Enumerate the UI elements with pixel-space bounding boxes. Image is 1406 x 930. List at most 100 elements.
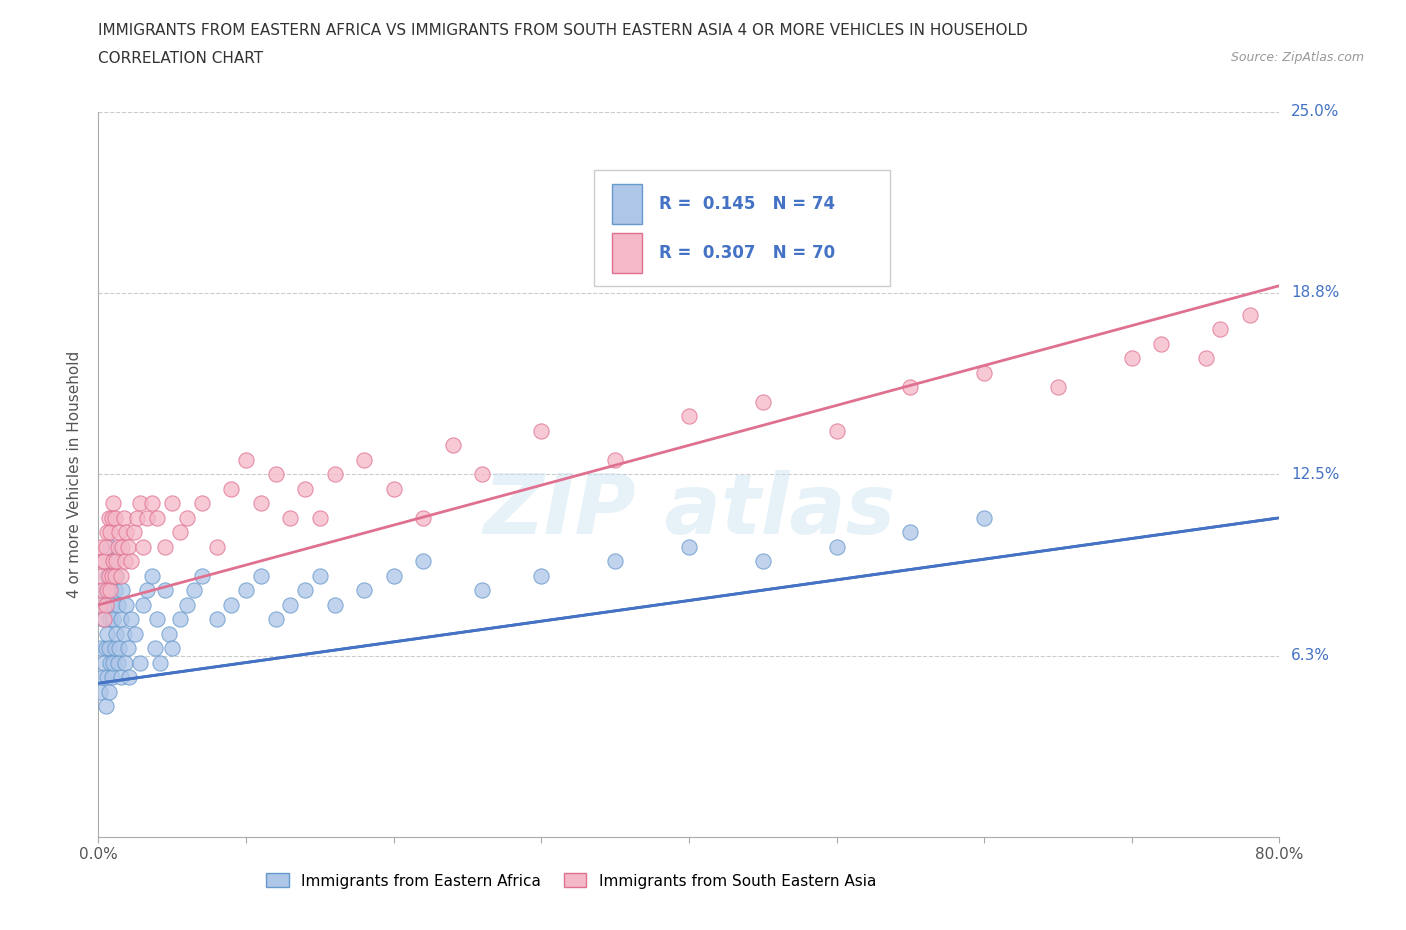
Point xyxy=(111,583,134,598)
Point xyxy=(183,583,205,598)
Point xyxy=(162,496,183,511)
Point xyxy=(191,568,214,583)
Point xyxy=(353,452,375,467)
Point xyxy=(169,525,191,539)
Point xyxy=(91,670,114,684)
Point xyxy=(382,482,405,497)
Point xyxy=(110,612,132,627)
Point xyxy=(104,583,127,598)
Point xyxy=(294,482,316,497)
Point xyxy=(132,539,155,554)
Point xyxy=(100,511,122,525)
Point xyxy=(103,554,125,569)
Text: CORRELATION CHART: CORRELATION CHART xyxy=(98,51,263,66)
Point xyxy=(104,641,127,656)
Point xyxy=(107,539,129,554)
Point xyxy=(97,684,120,699)
Point xyxy=(108,641,131,656)
Point xyxy=(176,511,198,525)
Point xyxy=(90,568,112,583)
Point xyxy=(250,496,273,511)
Point xyxy=(153,539,176,554)
Point xyxy=(117,641,139,656)
Point xyxy=(382,568,405,583)
Point xyxy=(605,554,627,569)
Point xyxy=(412,511,434,525)
Point xyxy=(120,554,142,569)
Point xyxy=(146,612,169,627)
Point xyxy=(605,452,627,467)
Point xyxy=(471,467,494,482)
Legend: Immigrants from Eastern Africa, Immigrants from South Eastern Asia: Immigrants from Eastern Africa, Immigran… xyxy=(260,868,882,895)
Point xyxy=(114,656,136,671)
Point xyxy=(530,568,553,583)
Point xyxy=(103,496,125,511)
Point xyxy=(900,379,922,394)
Point xyxy=(96,627,118,642)
Point xyxy=(205,539,228,554)
Point xyxy=(91,583,114,598)
Point xyxy=(93,612,115,627)
Point xyxy=(1195,351,1218,365)
Point xyxy=(678,539,700,554)
Point xyxy=(128,656,150,671)
Point xyxy=(124,627,146,642)
Text: R =  0.307   N = 70: R = 0.307 N = 70 xyxy=(659,244,835,262)
Point xyxy=(115,525,138,539)
Point xyxy=(136,511,159,525)
Point xyxy=(98,583,121,598)
Point xyxy=(97,511,120,525)
Point xyxy=(191,496,214,511)
Point xyxy=(205,612,228,627)
Text: IMMIGRANTS FROM EASTERN AFRICA VS IMMIGRANTS FROM SOUTH EASTERN ASIA 4 OR MORE V: IMMIGRANTS FROM EASTERN AFRICA VS IMMIGR… xyxy=(98,23,1028,38)
Point xyxy=(471,583,494,598)
Point xyxy=(90,539,112,554)
Point xyxy=(100,670,122,684)
Point xyxy=(105,568,128,583)
Point xyxy=(1150,337,1173,352)
Point xyxy=(280,511,302,525)
Point xyxy=(280,597,302,612)
Point xyxy=(752,394,775,409)
Point xyxy=(89,597,111,612)
Point xyxy=(162,641,183,656)
Text: ZIP atlas: ZIP atlas xyxy=(482,470,896,551)
Point xyxy=(98,656,121,671)
FancyBboxPatch shape xyxy=(612,184,641,224)
Point xyxy=(1239,307,1261,322)
Point xyxy=(412,554,434,569)
Point xyxy=(98,612,121,627)
Point xyxy=(96,670,118,684)
FancyBboxPatch shape xyxy=(612,232,641,272)
Point xyxy=(104,568,127,583)
Text: 12.5%: 12.5% xyxy=(1291,467,1340,482)
Point xyxy=(112,627,135,642)
Point xyxy=(235,583,257,598)
Point xyxy=(110,670,132,684)
Point xyxy=(143,641,166,656)
Point xyxy=(112,511,135,525)
Point xyxy=(98,525,121,539)
Point xyxy=(176,597,198,612)
Point xyxy=(105,554,128,569)
Point xyxy=(114,554,136,569)
Point xyxy=(323,467,346,482)
Text: 18.8%: 18.8% xyxy=(1291,286,1340,300)
Point xyxy=(146,511,169,525)
Point xyxy=(103,612,125,627)
Point xyxy=(157,627,180,642)
Point xyxy=(149,656,172,671)
Point xyxy=(107,656,129,671)
Text: 6.3%: 6.3% xyxy=(1291,648,1330,663)
Point xyxy=(128,496,150,511)
Point xyxy=(104,511,127,525)
Point xyxy=(250,568,273,583)
Point xyxy=(122,525,145,539)
Point xyxy=(153,583,176,598)
Point xyxy=(323,597,346,612)
Point xyxy=(125,511,148,525)
Point xyxy=(141,496,163,511)
Point xyxy=(221,597,243,612)
Point xyxy=(111,539,134,554)
Point xyxy=(120,612,142,627)
